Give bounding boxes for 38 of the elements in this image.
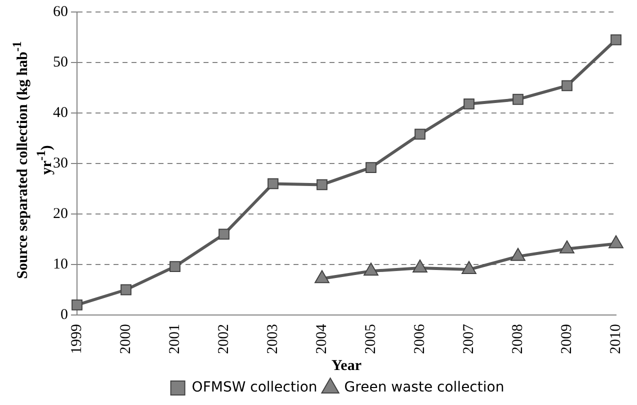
- point: [314, 270, 330, 284]
- point: [366, 162, 376, 173]
- x-tick-label: 2010: [608, 324, 624, 354]
- y-tick-label: 10: [53, 256, 68, 272]
- point: [608, 235, 624, 248]
- y-tick-label: 0: [60, 306, 68, 323]
- x-tick-label: 2000: [118, 324, 134, 354]
- x-tick-label: 2008: [510, 324, 526, 354]
- x-tick-label: 2005: [362, 324, 379, 354]
- point: [462, 261, 476, 274]
- y-tick-label: 20: [53, 206, 68, 222]
- y-tick-label: 60: [53, 4, 68, 20]
- point: [560, 240, 574, 254]
- x-tick-label: 2007: [460, 324, 477, 354]
- point: [512, 94, 524, 105]
- point: [412, 260, 428, 273]
- point: [316, 179, 328, 190]
- x-tick-label: 2006: [412, 324, 428, 354]
- y-tick-label: 50: [53, 54, 68, 70]
- point: [218, 228, 230, 240]
- x-axis-title: Year: [332, 358, 362, 374]
- x-tick-label: 2001: [166, 324, 183, 354]
- point: [414, 128, 426, 140]
- point: [268, 178, 278, 190]
- point: [562, 80, 572, 92]
- point: [464, 98, 474, 110]
- x-tick-label: 2009: [558, 324, 575, 354]
- legend-label: OFMSW collection: [192, 380, 318, 396]
- x-tick-label: 2002: [216, 324, 232, 354]
- point: [510, 248, 526, 261]
- x-tick-label: 2003: [264, 324, 281, 354]
- y-tick-label: 40: [53, 104, 68, 121]
- legend-label: Green waste collection: [344, 380, 504, 396]
- x-tick-label: 1999: [68, 324, 85, 354]
- x-tick-label: 2004: [314, 324, 330, 354]
- y-tick-label: 30: [53, 155, 68, 172]
- point: [610, 34, 622, 46]
- point: [364, 262, 378, 276]
